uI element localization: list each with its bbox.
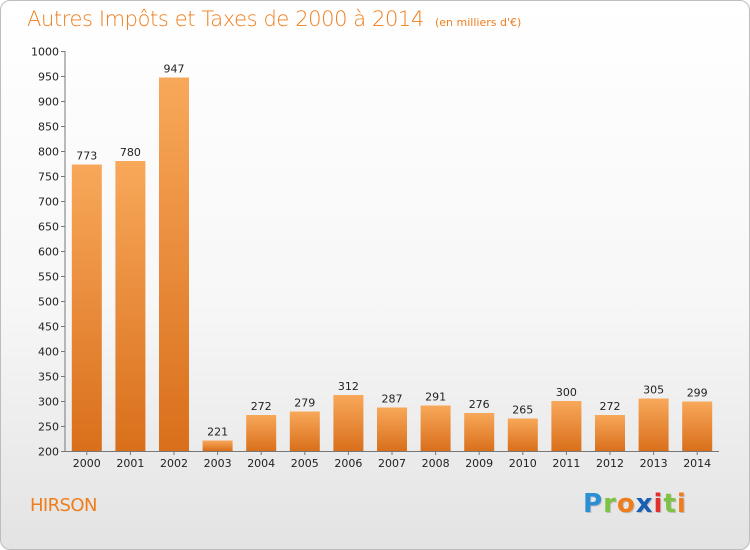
y-tick-label: 800: [38, 146, 59, 159]
brand-logo-letter: i: [676, 489, 687, 519]
value-label-2006: 312: [338, 380, 359, 393]
x-axis: 2000 2001 2002 2003 2004 2005 2006 2007 2008 2009…: [65, 451, 719, 470]
x-tick-label-2002: 2002: [160, 457, 188, 470]
value-label-2012: 272: [600, 400, 621, 413]
y-tick-label: 300: [38, 396, 59, 409]
x-tick-label-2014: 2014: [683, 457, 711, 470]
x-tick-label-2001: 2001: [116, 457, 144, 470]
bar-2011: [551, 401, 582, 451]
y-tick-label: 850: [38, 121, 59, 134]
bar-2004: [246, 415, 277, 451]
y-tick-label: 650: [38, 221, 59, 234]
chart-subtitle: (en milliers d'€): [435, 16, 522, 29]
value-label-2007: 287: [382, 393, 403, 406]
value-label-2009: 276: [469, 398, 490, 411]
y-tick-label: 750: [38, 171, 59, 184]
y-tick-label: 450: [38, 321, 59, 334]
bar-2007: [377, 407, 407, 451]
bar-2001: [115, 161, 146, 451]
value-label-2002: 947: [164, 63, 185, 76]
value-label-2013: 305: [643, 384, 664, 397]
value-label-2005: 279: [294, 397, 315, 410]
bar-2006: [333, 395, 364, 451]
x-tick-label-2006: 2006: [334, 457, 362, 470]
x-tick-label-2012: 2012: [596, 457, 624, 470]
y-tick-label: 400: [38, 346, 59, 359]
x-tick-label-2004: 2004: [247, 457, 275, 470]
bar-series: [71, 77, 713, 451]
bar-2002: [159, 77, 189, 451]
bar-2000: [71, 164, 102, 451]
bar-2014: [682, 401, 713, 451]
y-tick-label: 250: [38, 421, 59, 434]
x-tick-label-2007: 2007: [378, 457, 406, 470]
bar-2010: [507, 418, 538, 451]
brand-logo-letter: o: [616, 489, 636, 519]
y-tick-label: 900: [38, 96, 59, 109]
y-axis: 200 250 300 350 400 450 500 550 600 650 700 750 800 8…: [31, 46, 66, 459]
brand-logo: Proxiti: [583, 489, 687, 519]
brand-logo-letter: t: [663, 489, 677, 519]
value-label-2003: 221: [207, 426, 228, 439]
value-label-2011: 300: [556, 386, 577, 399]
x-tick-label-2013: 2013: [640, 457, 668, 470]
bar-2012: [595, 415, 625, 451]
bar-2013: [638, 398, 669, 451]
x-tick-label-2009: 2009: [465, 457, 493, 470]
x-tick-label-2010: 2010: [509, 457, 537, 470]
value-label-2000: 773: [76, 150, 97, 163]
y-tick-label: 700: [38, 196, 59, 209]
brand-logo-letter: P: [583, 489, 604, 519]
bar-2003: [202, 440, 233, 451]
y-tick-label: 550: [38, 271, 59, 284]
value-label-2008: 291: [425, 391, 446, 404]
y-tick-label: 350: [38, 371, 59, 384]
y-tick-label: 500: [38, 296, 59, 309]
value-label-2001: 780: [120, 146, 141, 159]
y-tick-label: 200: [38, 446, 59, 459]
chart-title-line: Autres Impôts et Taxes de 2000 à 2014 (e…: [27, 7, 521, 31]
x-tick-label-2003: 2003: [204, 457, 232, 470]
value-label-2004: 272: [251, 400, 272, 413]
brand-logo-letter: x: [635, 489, 654, 519]
y-tick-label: 1000: [31, 46, 59, 59]
bar-2008: [420, 405, 451, 451]
x-tick-label-2008: 2008: [422, 457, 450, 470]
place-name: HIRSON: [30, 495, 97, 516]
chart-title: Autres Impôts et Taxes de 2000 à 2014: [27, 7, 424, 31]
bar-2005: [289, 411, 320, 451]
value-label-2014: 299: [687, 387, 708, 400]
brand-logo-letter: r: [603, 489, 617, 519]
brand-logo-letter: i: [653, 489, 664, 519]
y-tick-label: 950: [38, 71, 59, 84]
x-tick-label-2005: 2005: [291, 457, 319, 470]
bar-2009: [464, 413, 495, 451]
data-labels: 773 780 947 221 272 279 312 287 291 276 265 300 272 3…: [76, 63, 707, 439]
x-tick-label-2011: 2011: [552, 457, 580, 470]
y-tick-label: 600: [38, 246, 59, 259]
x-tick-label-2000: 2000: [73, 457, 101, 470]
value-label-2010: 265: [512, 404, 533, 417]
